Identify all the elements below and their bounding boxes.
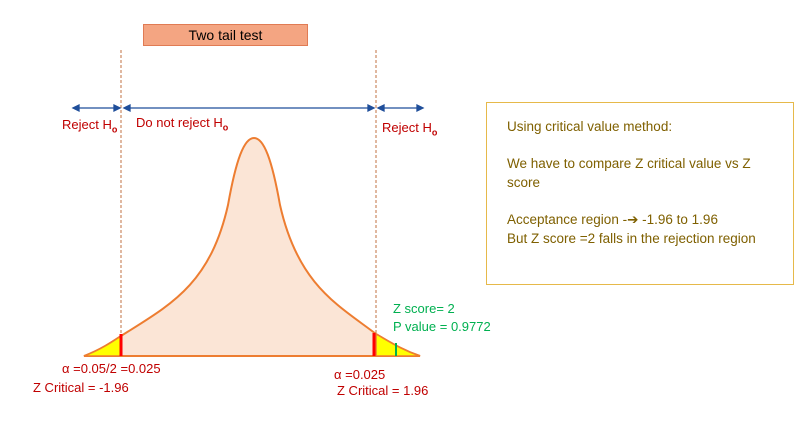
do-not-reject-label: Do not reject Ho	[136, 115, 228, 133]
right-alpha-label: α =0.025	[334, 367, 386, 382]
explanation-box: Using critical value method: We have to …	[486, 102, 794, 285]
right-arrow-icon: ➔	[627, 212, 639, 227]
explanation-line-1: Using critical value method:	[507, 119, 673, 134]
explanation-line-4: But Z score =2 falls in the rejection re…	[507, 231, 756, 246]
do-not-reject-sub: o	[222, 122, 229, 133]
reject-right-sub: o	[431, 127, 438, 138]
title-text: Two tail test	[188, 27, 263, 43]
left-tail-region	[83, 334, 122, 357]
title-box: Two tail test	[143, 24, 308, 46]
acceptance-prefix: Acceptance region -	[507, 212, 628, 227]
pvalue-label: P value = 0.9772	[393, 319, 491, 334]
bell-curve	[83, 136, 421, 357]
right-tail-region	[375, 332, 421, 357]
explanation-line-3: Acceptance region -➔ -1.96 to 1.96	[507, 210, 773, 229]
reject-left-text: Reject H	[62, 117, 112, 132]
reject-right-text: Reject H	[382, 120, 432, 135]
acceptance-range: -1.96 to 1.96	[638, 212, 718, 227]
reject-left-label: Reject Ho	[62, 117, 117, 135]
right-zcritical-label: Z Critical = 1.96	[337, 383, 429, 398]
reject-left-sub: o	[111, 124, 118, 135]
left-alpha-label: α =0.05/2 =0.025	[62, 361, 161, 376]
explanation-line-2: We have to compare Z critical value vs Z…	[507, 156, 751, 190]
left-zcritical-label: Z Critical = -1.96	[33, 380, 129, 395]
zscore-label: Z score= 2	[393, 301, 455, 316]
reject-right-label: Reject Ho	[382, 120, 437, 138]
do-not-reject-text: Do not reject H	[136, 115, 223, 130]
